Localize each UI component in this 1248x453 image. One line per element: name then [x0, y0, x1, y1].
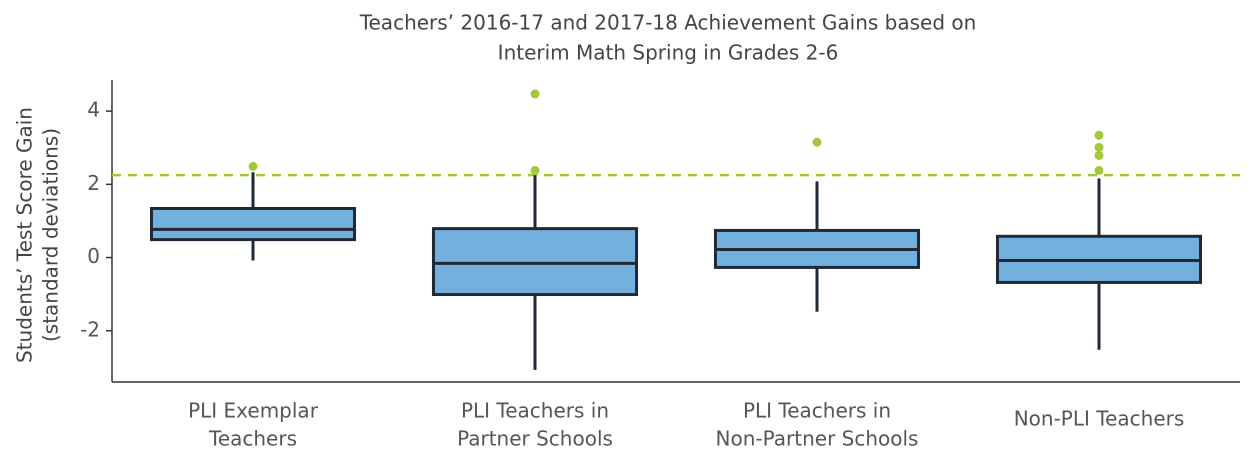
y-tick-label: 4 [87, 98, 100, 122]
x-tick-label: Non-PLI Teachers [1014, 407, 1185, 431]
outlier [1094, 150, 1104, 160]
chart-title: Teachers’ 2016-17 and 2017-18 Achievemen… [359, 11, 977, 35]
box [149, 206, 357, 242]
box [431, 227, 639, 297]
x-tick-label: Partner Schools [457, 427, 613, 450]
outlier [530, 165, 540, 175]
outlier [530, 89, 540, 99]
outlier [812, 137, 822, 147]
outlier [1094, 130, 1104, 140]
x-tick-label: PLI Teachers in [461, 399, 609, 423]
y-axis-label: Students’ Test Score Gain [13, 107, 37, 363]
chart-title: Interim Math Spring in Grades 2-6 [498, 41, 839, 65]
y-tick-label: 2 [87, 171, 100, 195]
x-tick-label: PLI Exemplar [188, 399, 319, 423]
y-tick-label: -2 [80, 317, 100, 341]
outlier [1094, 165, 1104, 175]
x-tick-label: PLI Teachers in [743, 399, 891, 423]
y-tick-label: 0 [87, 244, 100, 268]
outlier [1094, 142, 1104, 152]
y-axis-label: (standard deviations) [39, 128, 63, 342]
outlier [248, 161, 258, 171]
x-tick-label: Teachers [208, 427, 297, 450]
x-tick-label: Non-Partner Schools [716, 427, 919, 450]
